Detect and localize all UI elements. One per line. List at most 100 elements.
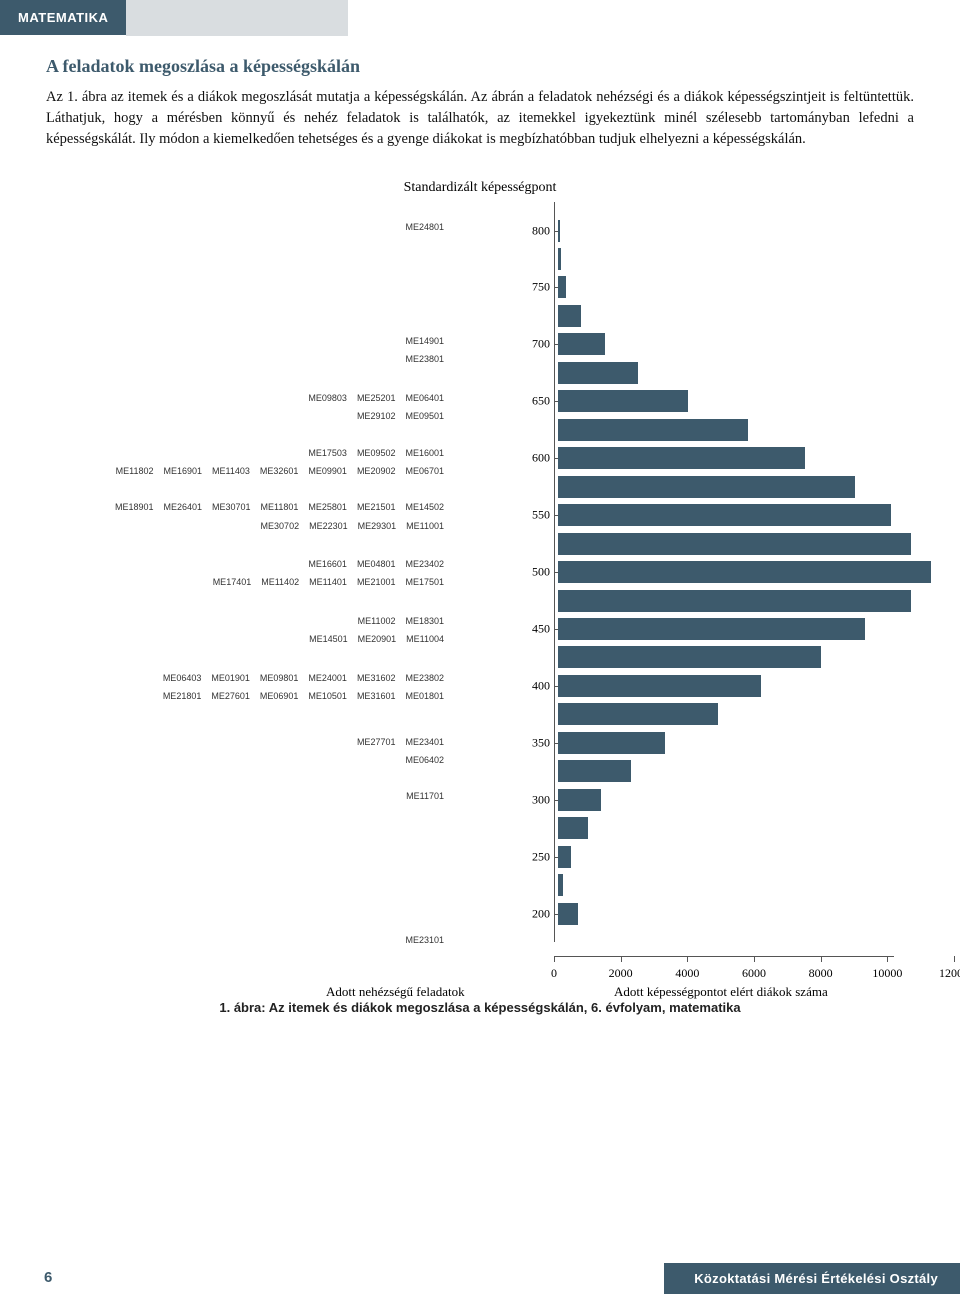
item-code: ME14501 <box>309 635 348 644</box>
figure-caption: 1. ábra: Az itemek és diákok megoszlása … <box>46 1000 914 1015</box>
item-code: ME21501 <box>357 503 396 512</box>
x-tick-label: 2000 <box>609 966 633 981</box>
histogram-bar <box>558 476 855 498</box>
item-code: ME29102 <box>357 412 396 421</box>
item-code: ME17501 <box>405 578 444 587</box>
item-code: ME11402 <box>261 578 299 587</box>
item-code-row: ME16601ME04801ME23402 <box>298 560 444 569</box>
item-code: ME20902 <box>357 467 396 476</box>
item-code: ME17503 <box>308 449 347 458</box>
x-tick <box>887 956 888 962</box>
header: MATEMATIKA <box>0 0 960 36</box>
item-code: ME22301 <box>309 522 348 531</box>
item-code: ME14901 <box>405 337 444 346</box>
item-code: ME23401 <box>405 738 444 747</box>
item-code: ME17401 <box>213 578 252 587</box>
content-area: A feladatok megoszlása a képességskálán … <box>0 36 960 1015</box>
x-tick-label: 6000 <box>742 966 766 981</box>
item-code: ME26401 <box>163 503 202 512</box>
histogram-bar <box>558 760 631 782</box>
item-code: ME25201 <box>357 394 396 403</box>
chart-title: Standardizált képességpont <box>46 180 914 196</box>
x-tick-label: 10000 <box>872 966 902 981</box>
right-axis-caption: Adott képességpontot elért diákok száma <box>614 984 828 1000</box>
histogram-bar <box>558 789 601 811</box>
histogram-bar <box>558 732 665 754</box>
x-tick-label: 4000 <box>675 966 699 981</box>
item-code-row: ME06403ME01901ME09801ME24001ME31602ME238… <box>153 674 444 683</box>
item-code: ME31601 <box>357 692 396 701</box>
item-code: ME16601 <box>308 560 347 569</box>
section-title: A feladatok megoszlása a képességskálán <box>46 56 914 77</box>
y-tick-label: 300 <box>522 792 550 807</box>
y-tick-label: 800 <box>522 223 550 238</box>
item-code: ME27601 <box>211 692 250 701</box>
item-code-row: ME11701 <box>396 792 444 801</box>
histogram-bar <box>558 646 821 668</box>
item-code: ME11001 <box>406 522 444 531</box>
item-code-row: ME30702ME22301ME29301ME11001 <box>251 522 444 531</box>
item-code: ME11002 <box>358 617 396 626</box>
item-code: ME09502 <box>357 449 396 458</box>
item-code: ME25801 <box>308 503 347 512</box>
item-code: ME06401 <box>405 394 444 403</box>
item-code: ME11801 <box>261 503 299 512</box>
item-code: ME30701 <box>212 503 251 512</box>
item-code-row: ME09803ME25201ME06401 <box>298 394 444 403</box>
histogram-bar <box>558 333 605 355</box>
item-code: ME01901 <box>211 674 250 683</box>
y-tick-label: 600 <box>522 451 550 466</box>
item-code: ME10501 <box>308 692 347 701</box>
item-code: ME32601 <box>260 467 299 476</box>
histogram-bar <box>558 419 748 441</box>
header-tab: MATEMATIKA <box>0 0 126 35</box>
y-tick-label: 550 <box>522 508 550 523</box>
item-code-row: ME18901 ME26401 ME30701 ME11801 ME25801 ME215… <box>105 503 444 512</box>
histogram-bar <box>558 447 805 469</box>
item-code: ME18901 <box>115 503 154 512</box>
item-code-row: ME11002ME18301 <box>348 617 444 626</box>
x-tick <box>954 956 955 962</box>
item-code: ME09501 <box>405 412 444 421</box>
item-code: ME20901 <box>358 635 397 644</box>
histogram-bar <box>558 362 638 384</box>
y-tick-label: 250 <box>522 849 550 864</box>
x-tick <box>687 956 688 962</box>
item-code: ME09801 <box>260 674 299 683</box>
item-code: ME01801 <box>405 692 444 701</box>
x-axis-line <box>554 956 894 957</box>
item-code: ME11802 <box>116 467 154 476</box>
y-tick-label: 200 <box>522 906 550 921</box>
footer: 6 Közoktatási Mérési Értékelési Osztály <box>0 1262 960 1294</box>
item-code: ME29301 <box>358 522 397 531</box>
y-tick-label: 450 <box>522 621 550 636</box>
item-code: ME16001 <box>405 449 444 458</box>
x-tick <box>754 956 755 962</box>
x-tick <box>621 956 622 962</box>
histogram-bar <box>558 846 571 868</box>
intro-paragraph: Az 1. ábra az itemek és a diákok megoszl… <box>46 87 914 150</box>
y-tick-label: 650 <box>522 394 550 409</box>
histogram-bar <box>558 590 911 612</box>
histogram-bar <box>558 903 578 925</box>
item-code: ME06402 <box>405 756 444 765</box>
chart-canvas: 200250300350400450500550600650700750800M… <box>46 202 914 982</box>
item-code: ME24801 <box>405 223 444 232</box>
y-tick-label: 500 <box>522 565 550 580</box>
histogram-bar <box>558 390 688 412</box>
item-code-row: ME23101 <box>395 936 444 945</box>
x-tick-label: 8000 <box>809 966 833 981</box>
histogram-bar <box>558 533 911 555</box>
y-tick-label: 350 <box>522 735 550 750</box>
item-code: ME11701 <box>406 792 444 801</box>
x-tick-label: 0 <box>551 966 557 981</box>
item-code: ME14502 <box>405 503 444 512</box>
histogram-bar <box>558 220 560 242</box>
item-code: ME23101 <box>405 936 444 945</box>
histogram-bar <box>558 618 865 640</box>
x-tick-label: 12000 <box>939 966 960 981</box>
item-code-row: ME21801 ME27601 ME06901 ME10501 ME31601 ME018… <box>153 692 444 701</box>
item-code: ME21001 <box>357 578 396 587</box>
item-code: ME21801 <box>163 692 202 701</box>
item-code: ME06901 <box>260 692 299 701</box>
